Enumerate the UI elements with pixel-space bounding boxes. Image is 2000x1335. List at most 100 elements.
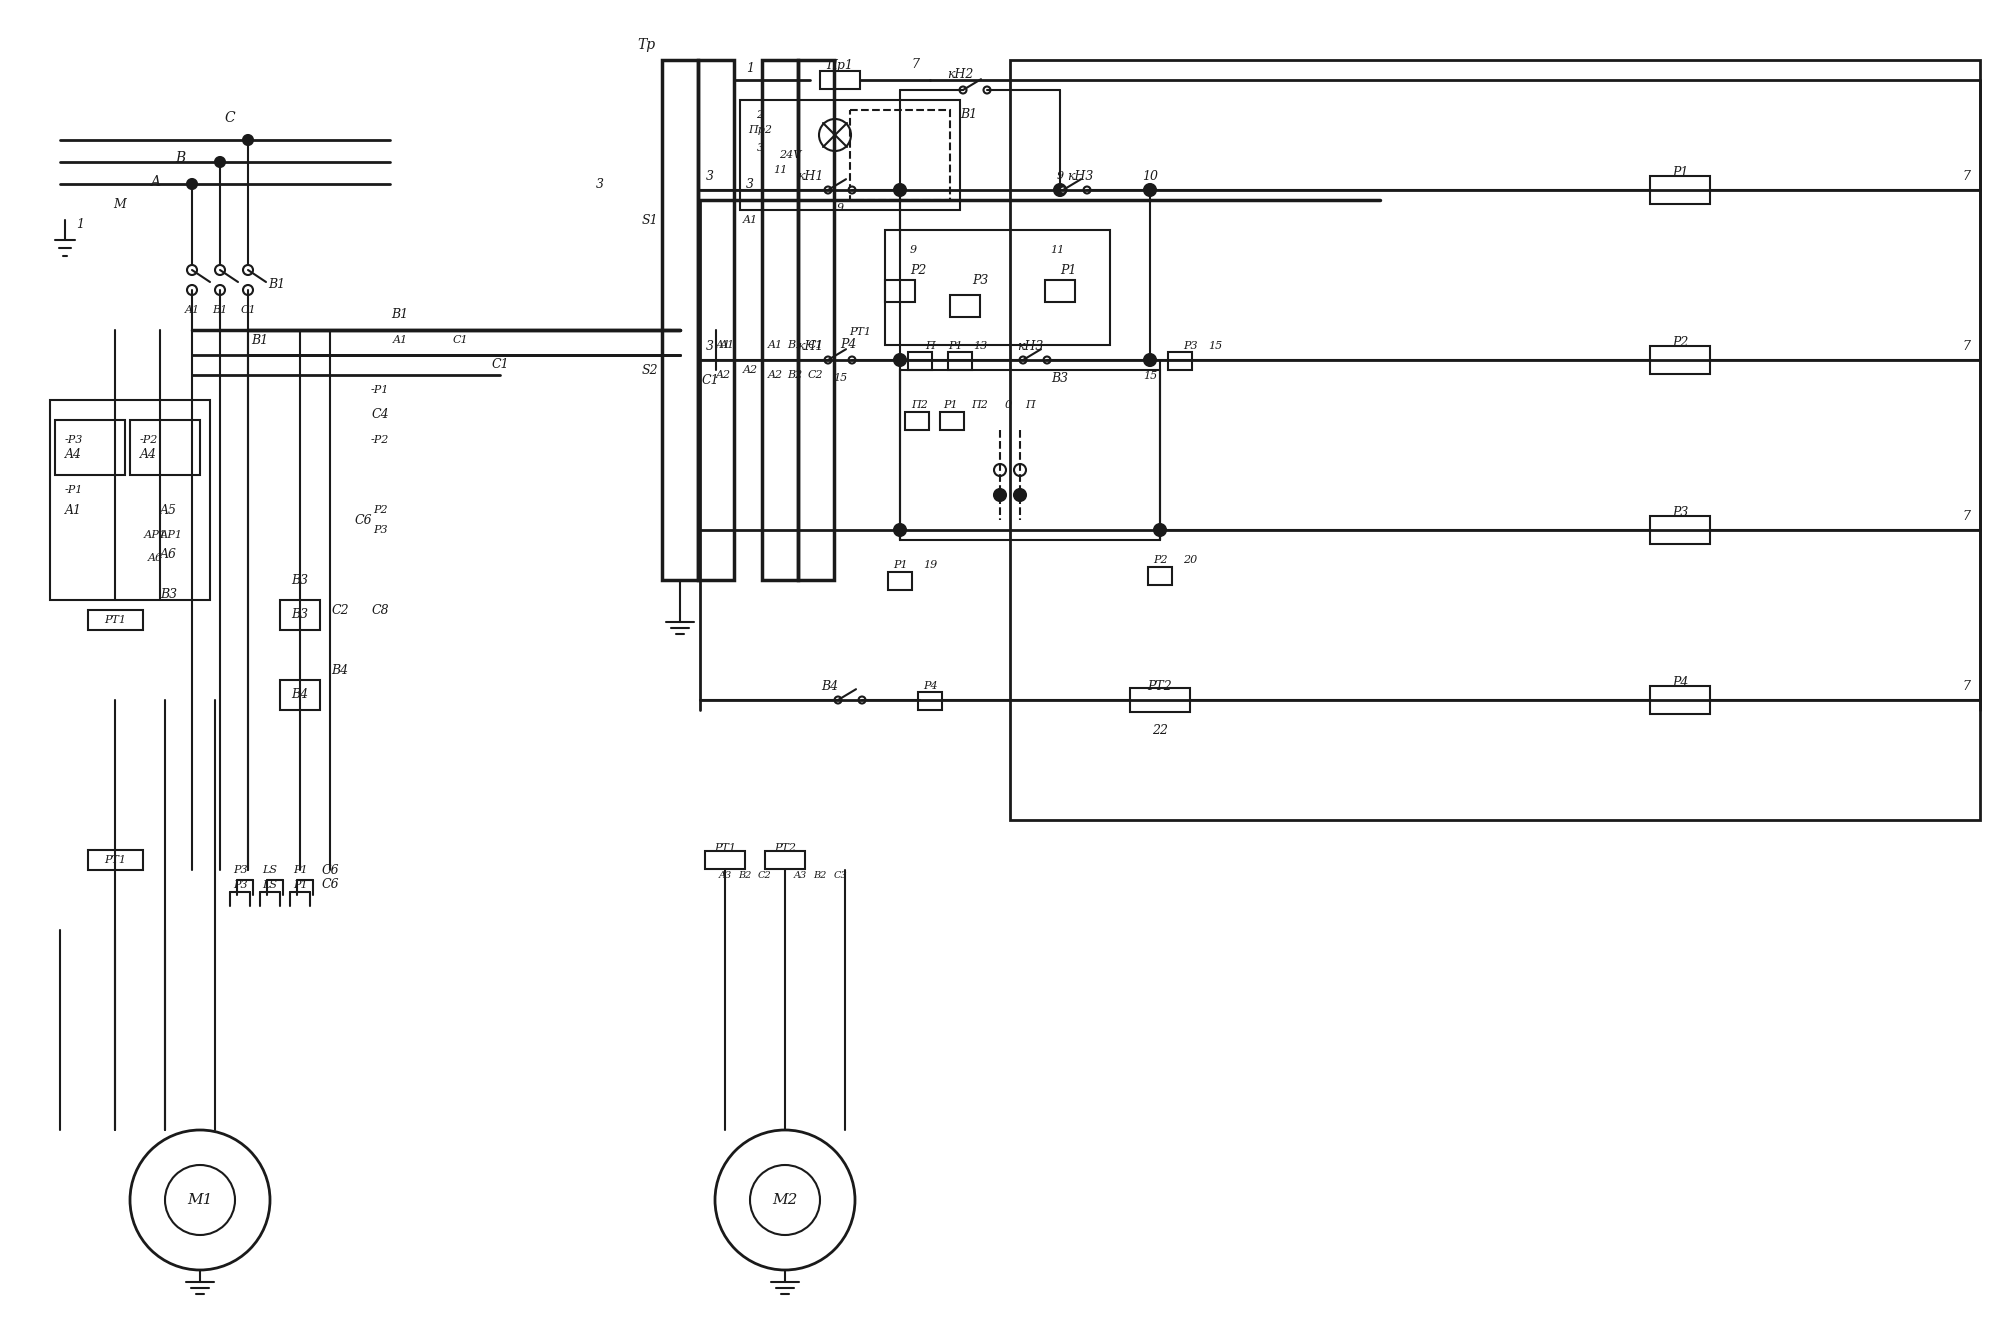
Text: C1: C1 xyxy=(702,374,720,387)
Text: A6: A6 xyxy=(148,553,162,563)
Text: Пр2: Пр2 xyxy=(748,125,772,135)
Text: A1: A1 xyxy=(716,340,732,350)
Text: 20: 20 xyxy=(1182,555,1198,565)
Circle shape xyxy=(1144,354,1156,366)
Text: A3: A3 xyxy=(794,870,806,880)
Circle shape xyxy=(834,697,842,704)
Text: A4: A4 xyxy=(64,449,82,462)
Text: A2: A2 xyxy=(768,370,782,380)
Text: C8: C8 xyxy=(372,603,388,617)
Text: 7: 7 xyxy=(1962,510,1970,522)
Text: B4: B4 xyxy=(822,680,838,693)
Bar xyxy=(662,60,698,579)
Text: 3: 3 xyxy=(706,339,714,352)
Text: 3: 3 xyxy=(756,143,764,154)
Text: A2: A2 xyxy=(742,364,758,375)
Text: 3: 3 xyxy=(746,179,754,191)
Bar xyxy=(850,109,950,200)
Bar xyxy=(1130,688,1190,712)
Text: C6: C6 xyxy=(322,878,338,892)
Text: 9: 9 xyxy=(1056,171,1064,182)
Circle shape xyxy=(1144,184,1156,196)
Text: B1: B1 xyxy=(392,308,408,322)
Text: М1: М1 xyxy=(188,1193,212,1207)
Text: B1: B1 xyxy=(788,340,802,350)
Circle shape xyxy=(188,179,196,190)
Text: 7: 7 xyxy=(1962,170,1970,183)
Circle shape xyxy=(1060,187,1066,194)
Text: B3: B3 xyxy=(292,609,308,622)
Text: 15: 15 xyxy=(1142,371,1158,380)
Text: 9: 9 xyxy=(910,246,918,255)
Bar xyxy=(740,100,960,210)
Text: П2: П2 xyxy=(972,400,988,410)
Circle shape xyxy=(1020,356,1026,363)
Text: C2: C2 xyxy=(332,603,348,617)
Bar xyxy=(130,421,200,475)
Circle shape xyxy=(994,465,1006,477)
Text: P3: P3 xyxy=(372,525,388,535)
Text: кН1: кН1 xyxy=(796,170,824,183)
Text: 7: 7 xyxy=(1962,680,1970,693)
Text: C6: C6 xyxy=(322,864,338,877)
Circle shape xyxy=(216,284,224,295)
Text: P4: P4 xyxy=(1672,676,1688,689)
Text: P1: P1 xyxy=(1060,263,1076,276)
Text: C6: C6 xyxy=(356,514,372,526)
Text: P4: P4 xyxy=(840,339,856,351)
Text: РТ1: РТ1 xyxy=(104,615,126,625)
Text: 9: 9 xyxy=(836,203,844,214)
Text: -P1: -P1 xyxy=(370,384,390,395)
Bar xyxy=(900,370,1160,539)
Text: 2: 2 xyxy=(756,109,764,120)
Text: A1: A1 xyxy=(392,335,408,344)
Text: B2: B2 xyxy=(738,870,752,880)
Text: 3: 3 xyxy=(706,170,714,183)
Text: B3: B3 xyxy=(1052,371,1068,384)
Circle shape xyxy=(820,119,852,151)
Text: П: П xyxy=(1026,400,1034,410)
Circle shape xyxy=(1044,356,1050,363)
Text: РТ1: РТ1 xyxy=(714,842,736,853)
Circle shape xyxy=(994,489,1006,501)
Text: P1: P1 xyxy=(1672,166,1688,179)
Text: P1: P1 xyxy=(942,400,958,410)
Text: P3: P3 xyxy=(1182,340,1198,351)
Text: кН3: кН3 xyxy=(1016,339,1044,352)
Text: 19: 19 xyxy=(922,559,938,570)
Text: B1: B1 xyxy=(268,279,286,291)
Text: 10: 10 xyxy=(1142,170,1158,183)
Text: C3: C3 xyxy=(834,870,846,880)
Bar xyxy=(918,692,942,710)
Text: P1: P1 xyxy=(292,880,308,890)
Text: C2: C2 xyxy=(758,870,772,880)
Text: P2: P2 xyxy=(910,263,926,276)
Circle shape xyxy=(858,697,866,704)
Bar xyxy=(940,413,964,430)
Circle shape xyxy=(824,356,832,363)
Text: P3: P3 xyxy=(232,880,248,890)
Circle shape xyxy=(1014,465,1026,477)
Text: LS: LS xyxy=(262,865,278,874)
Circle shape xyxy=(1014,489,1026,501)
Text: S2: S2 xyxy=(642,363,658,376)
Text: -P2: -P2 xyxy=(370,435,390,445)
Text: 3: 3 xyxy=(596,179,604,191)
Text: S1: S1 xyxy=(642,214,658,227)
Text: A1: A1 xyxy=(742,215,758,226)
Circle shape xyxy=(750,1165,820,1235)
Text: A6: A6 xyxy=(160,549,176,562)
Text: A5: A5 xyxy=(160,503,176,517)
Text: 1: 1 xyxy=(746,61,754,75)
Text: -P1: -P1 xyxy=(64,485,84,495)
Bar xyxy=(280,680,320,710)
Text: C1: C1 xyxy=(452,335,468,344)
Circle shape xyxy=(1154,525,1166,535)
Text: 13: 13 xyxy=(972,340,988,351)
Circle shape xyxy=(164,1165,236,1235)
Bar xyxy=(88,610,144,630)
Text: -P3: -P3 xyxy=(64,435,84,445)
Bar xyxy=(762,60,798,579)
Bar xyxy=(950,295,980,316)
Bar xyxy=(1044,280,1076,302)
